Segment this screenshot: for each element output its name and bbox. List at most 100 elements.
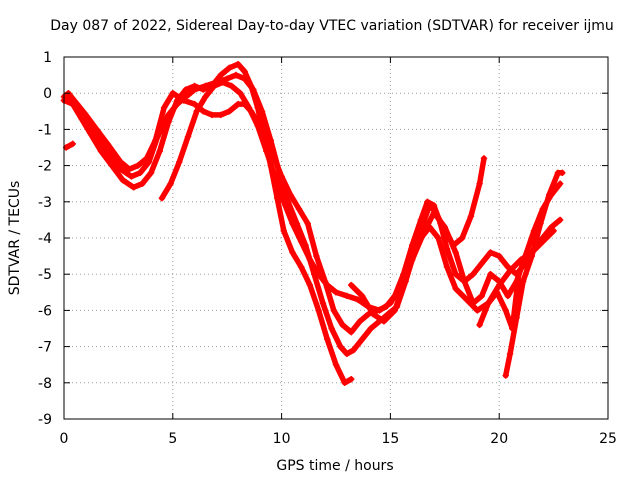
data-point — [297, 263, 305, 271]
data-point — [480, 155, 488, 162]
y-axis-title: SDTVAR / TECUs — [7, 181, 23, 296]
data-point — [67, 93, 74, 101]
x-tick-label: 5 — [168, 431, 177, 447]
data-point — [200, 108, 207, 115]
data-point — [556, 216, 564, 224]
data-point — [478, 292, 485, 300]
data-point — [559, 169, 566, 177]
data-point — [474, 307, 481, 314]
data-point — [226, 64, 233, 72]
y-tick-label: 1 — [43, 50, 52, 66]
data-point — [274, 194, 281, 202]
data-point — [245, 104, 253, 111]
y-tick-label: -3 — [38, 195, 52, 211]
data-point — [356, 318, 364, 325]
data-point — [461, 278, 468, 285]
data-point — [184, 133, 192, 140]
data-point — [348, 375, 355, 383]
data-point — [315, 271, 322, 278]
data-point — [191, 100, 198, 108]
data-point — [167, 180, 174, 187]
data-point — [380, 318, 388, 325]
data-point — [441, 223, 448, 231]
data-point — [426, 202, 433, 209]
data-point — [191, 82, 198, 90]
data-point — [452, 271, 459, 278]
data-point — [176, 158, 183, 166]
data-point — [289, 249, 296, 256]
data-point — [108, 162, 116, 169]
plot-area — [60, 61, 566, 386]
data-point — [330, 307, 338, 314]
data-point — [271, 173, 279, 180]
data-point — [234, 61, 242, 68]
data-point — [254, 104, 261, 111]
y-tick-label: -9 — [38, 412, 52, 428]
data-point — [417, 234, 425, 242]
data-point — [130, 184, 137, 191]
data-point — [117, 166, 124, 173]
data-point — [295, 205, 303, 213]
data-point — [160, 104, 168, 111]
data-point — [485, 299, 492, 307]
data-point — [550, 227, 557, 234]
data-point — [328, 325, 335, 332]
data-point — [467, 213, 475, 220]
data-point — [539, 238, 546, 245]
chart-title: Day 087 of 2022, Sidereal Day-to-day VTE… — [50, 18, 614, 34]
data-point — [367, 325, 375, 332]
data-point — [173, 97, 181, 104]
data-point — [478, 260, 485, 267]
data-point — [128, 173, 135, 180]
x-tick-label: 20 — [490, 431, 508, 447]
data-point — [515, 271, 522, 278]
data-point — [400, 281, 407, 289]
data-point — [419, 220, 427, 227]
data-point — [426, 223, 433, 231]
data-point — [513, 314, 520, 321]
data-point — [134, 162, 142, 169]
data-point — [126, 166, 133, 173]
data-point — [391, 307, 398, 314]
data-point — [313, 252, 320, 260]
data-point — [487, 271, 494, 278]
data-point — [226, 108, 233, 115]
data-point — [324, 336, 331, 343]
x-axis-title: GPS time / hours — [276, 458, 393, 474]
data-point — [228, 82, 235, 90]
data-point — [376, 307, 383, 314]
data-point — [348, 328, 355, 336]
data-point — [304, 220, 311, 227]
data-point — [469, 271, 477, 278]
data-point — [358, 292, 366, 300]
data-point — [350, 347, 357, 354]
data-point — [443, 263, 451, 271]
data-point — [154, 133, 161, 140]
data-point — [78, 115, 85, 122]
x-tick-label: 25 — [599, 431, 617, 447]
data-point — [556, 180, 564, 187]
x-tick-label: 15 — [381, 431, 399, 447]
data-point — [517, 256, 525, 263]
data-point — [276, 169, 283, 177]
data-point — [241, 68, 248, 75]
x-tick-label: 0 — [60, 431, 69, 447]
data-point — [69, 140, 76, 148]
data-point — [537, 220, 544, 227]
data-point — [210, 82, 218, 90]
data-point — [506, 350, 514, 358]
data-point — [86, 129, 94, 137]
data-point — [341, 379, 348, 386]
data-point — [119, 176, 126, 184]
data-point — [263, 147, 270, 155]
y-tick-label: -1 — [38, 122, 52, 138]
data-point — [337, 343, 344, 350]
data-point — [435, 234, 442, 242]
data-point — [136, 169, 144, 177]
data-point — [200, 86, 207, 93]
data-point — [169, 90, 176, 97]
y-tick-label: -7 — [38, 340, 52, 356]
data-point — [476, 321, 483, 329]
data-point — [443, 245, 451, 253]
